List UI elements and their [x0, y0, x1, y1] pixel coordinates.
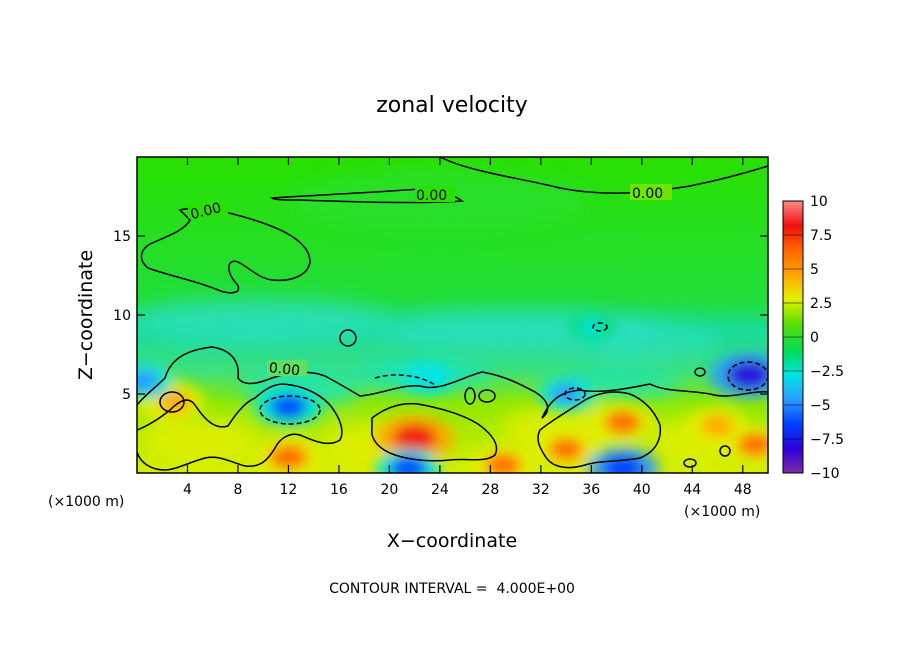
x-tick-label: 48: [734, 482, 752, 498]
x-tick-label: 28: [481, 482, 499, 498]
contour-label-1: 0.00: [189, 200, 223, 223]
contour-labels: 0.00 0.00 0.00 0.00: [188, 184, 672, 379]
y-tick-label: 15: [113, 229, 131, 245]
heatmap-feature-core: [269, 444, 308, 470]
contour-neg-right: [727, 361, 768, 391]
colorbar-ticks: 10 7.5 5 2.5 0 −2.5 −5 −7.5 −10: [783, 194, 844, 482]
colorbar-tick-label: 5: [810, 262, 819, 278]
contours: [137, 157, 768, 471]
heatmap-feature-core: [270, 394, 307, 419]
heatmap-feature-core: [548, 438, 584, 461]
colorbar-tick-label: 0: [810, 330, 819, 346]
heatmap-field: [137, 157, 768, 473]
contour-neg-small-1: [564, 387, 586, 401]
x-axis: 4 8 12 16 20 24 28 32 36 40 44 48: [183, 157, 752, 498]
chart-title: zonal velocity: [376, 93, 528, 118]
contour-small-3: [478, 389, 496, 403]
x-tick-label: 44: [683, 482, 701, 498]
contour-neg-blob-center: [259, 395, 321, 425]
contour-label-bg-4: [267, 360, 307, 376]
contour-zero-left-region: [140, 207, 311, 294]
contour-pos-blob-left: [159, 391, 185, 413]
heatmap-feature-core: [413, 368, 442, 388]
heatmap-feature-core: [602, 455, 643, 473]
colorbar-tick-label: −7.5: [810, 432, 844, 448]
x-tick-label: 24: [431, 482, 449, 498]
colorbar-tick-label: 2.5: [810, 296, 832, 312]
contour-label-bg-1: [188, 202, 228, 218]
y-tick-label: 5: [122, 387, 131, 403]
x-axis-label: X−coordinate: [387, 530, 517, 552]
x-tick-label: 20: [380, 482, 398, 498]
colorbar-tick-label: 10: [810, 194, 828, 210]
contour-small-1: [339, 329, 357, 347]
contour-label-bg-2: [415, 186, 455, 202]
heatmap-feature-core: [579, 319, 604, 337]
contour-neg-dashed-center: [374, 374, 436, 386]
heatmap-features: [137, 313, 768, 473]
contour-small-4: [694, 367, 706, 377]
contour-small-2: [464, 387, 476, 405]
contour-neg-small-2: [592, 322, 608, 332]
heatmap-feature-core: [137, 370, 160, 393]
x-unit-right: (×1000 m): [684, 504, 760, 520]
y-tick-label: 10: [113, 308, 131, 324]
colorbar-tick-label: −10: [810, 466, 840, 482]
contour-zero-top-right: [439, 157, 768, 194]
contour-pos-lower-left: [137, 383, 343, 471]
x-tick-label: 32: [532, 482, 550, 498]
contour-zero-lower-boundary: [137, 346, 768, 419]
contour-label-3: 0.00: [632, 186, 663, 202]
x-tick-label: 40: [633, 482, 651, 498]
colorbar-tick-label: −5: [810, 398, 831, 414]
contour-label-4: 0.00: [268, 360, 301, 379]
contour-label-bg-3: [630, 184, 672, 200]
x-unit-left: (×1000 m): [48, 494, 124, 510]
contour-zero-upper-band: [269, 188, 465, 204]
contour-interval-note: CONTOUR INTERVAL = 4.000E+00: [329, 581, 575, 597]
contour-small-5: [719, 445, 731, 457]
heatmap-feature-core: [701, 414, 735, 437]
colorbar-tick-label: −2.5: [810, 364, 844, 380]
y-axis: 5 10 15: [113, 229, 768, 403]
contour-pos-right-arm: [537, 391, 662, 469]
x-tick-label: 8: [233, 482, 242, 498]
heatmap-feature-core: [392, 424, 437, 452]
contour-small-6: [683, 458, 697, 468]
colorbar: 10 7.5 5 2.5 0 −2.5 −5 −7.5 −10: [782, 194, 844, 482]
x-tick-label: 16: [330, 482, 348, 498]
heatmap-feature-core: [550, 383, 582, 405]
heatmap-feature-core: [727, 361, 768, 389]
contour-pos-center: [371, 402, 498, 462]
x-tick-label: 12: [280, 482, 298, 498]
x-tick-label: 36: [582, 482, 600, 498]
heatmap-feature-core: [484, 453, 522, 473]
heatmap-feature-core: [604, 410, 642, 435]
x-tick-label: 4: [183, 482, 192, 498]
heatmap-feature-core: [737, 432, 768, 457]
colorbar-tick-label: 7.5: [810, 228, 832, 244]
contour-label-2: 0.00: [416, 188, 447, 204]
y-axis-label: Z−coordinate: [75, 250, 97, 380]
